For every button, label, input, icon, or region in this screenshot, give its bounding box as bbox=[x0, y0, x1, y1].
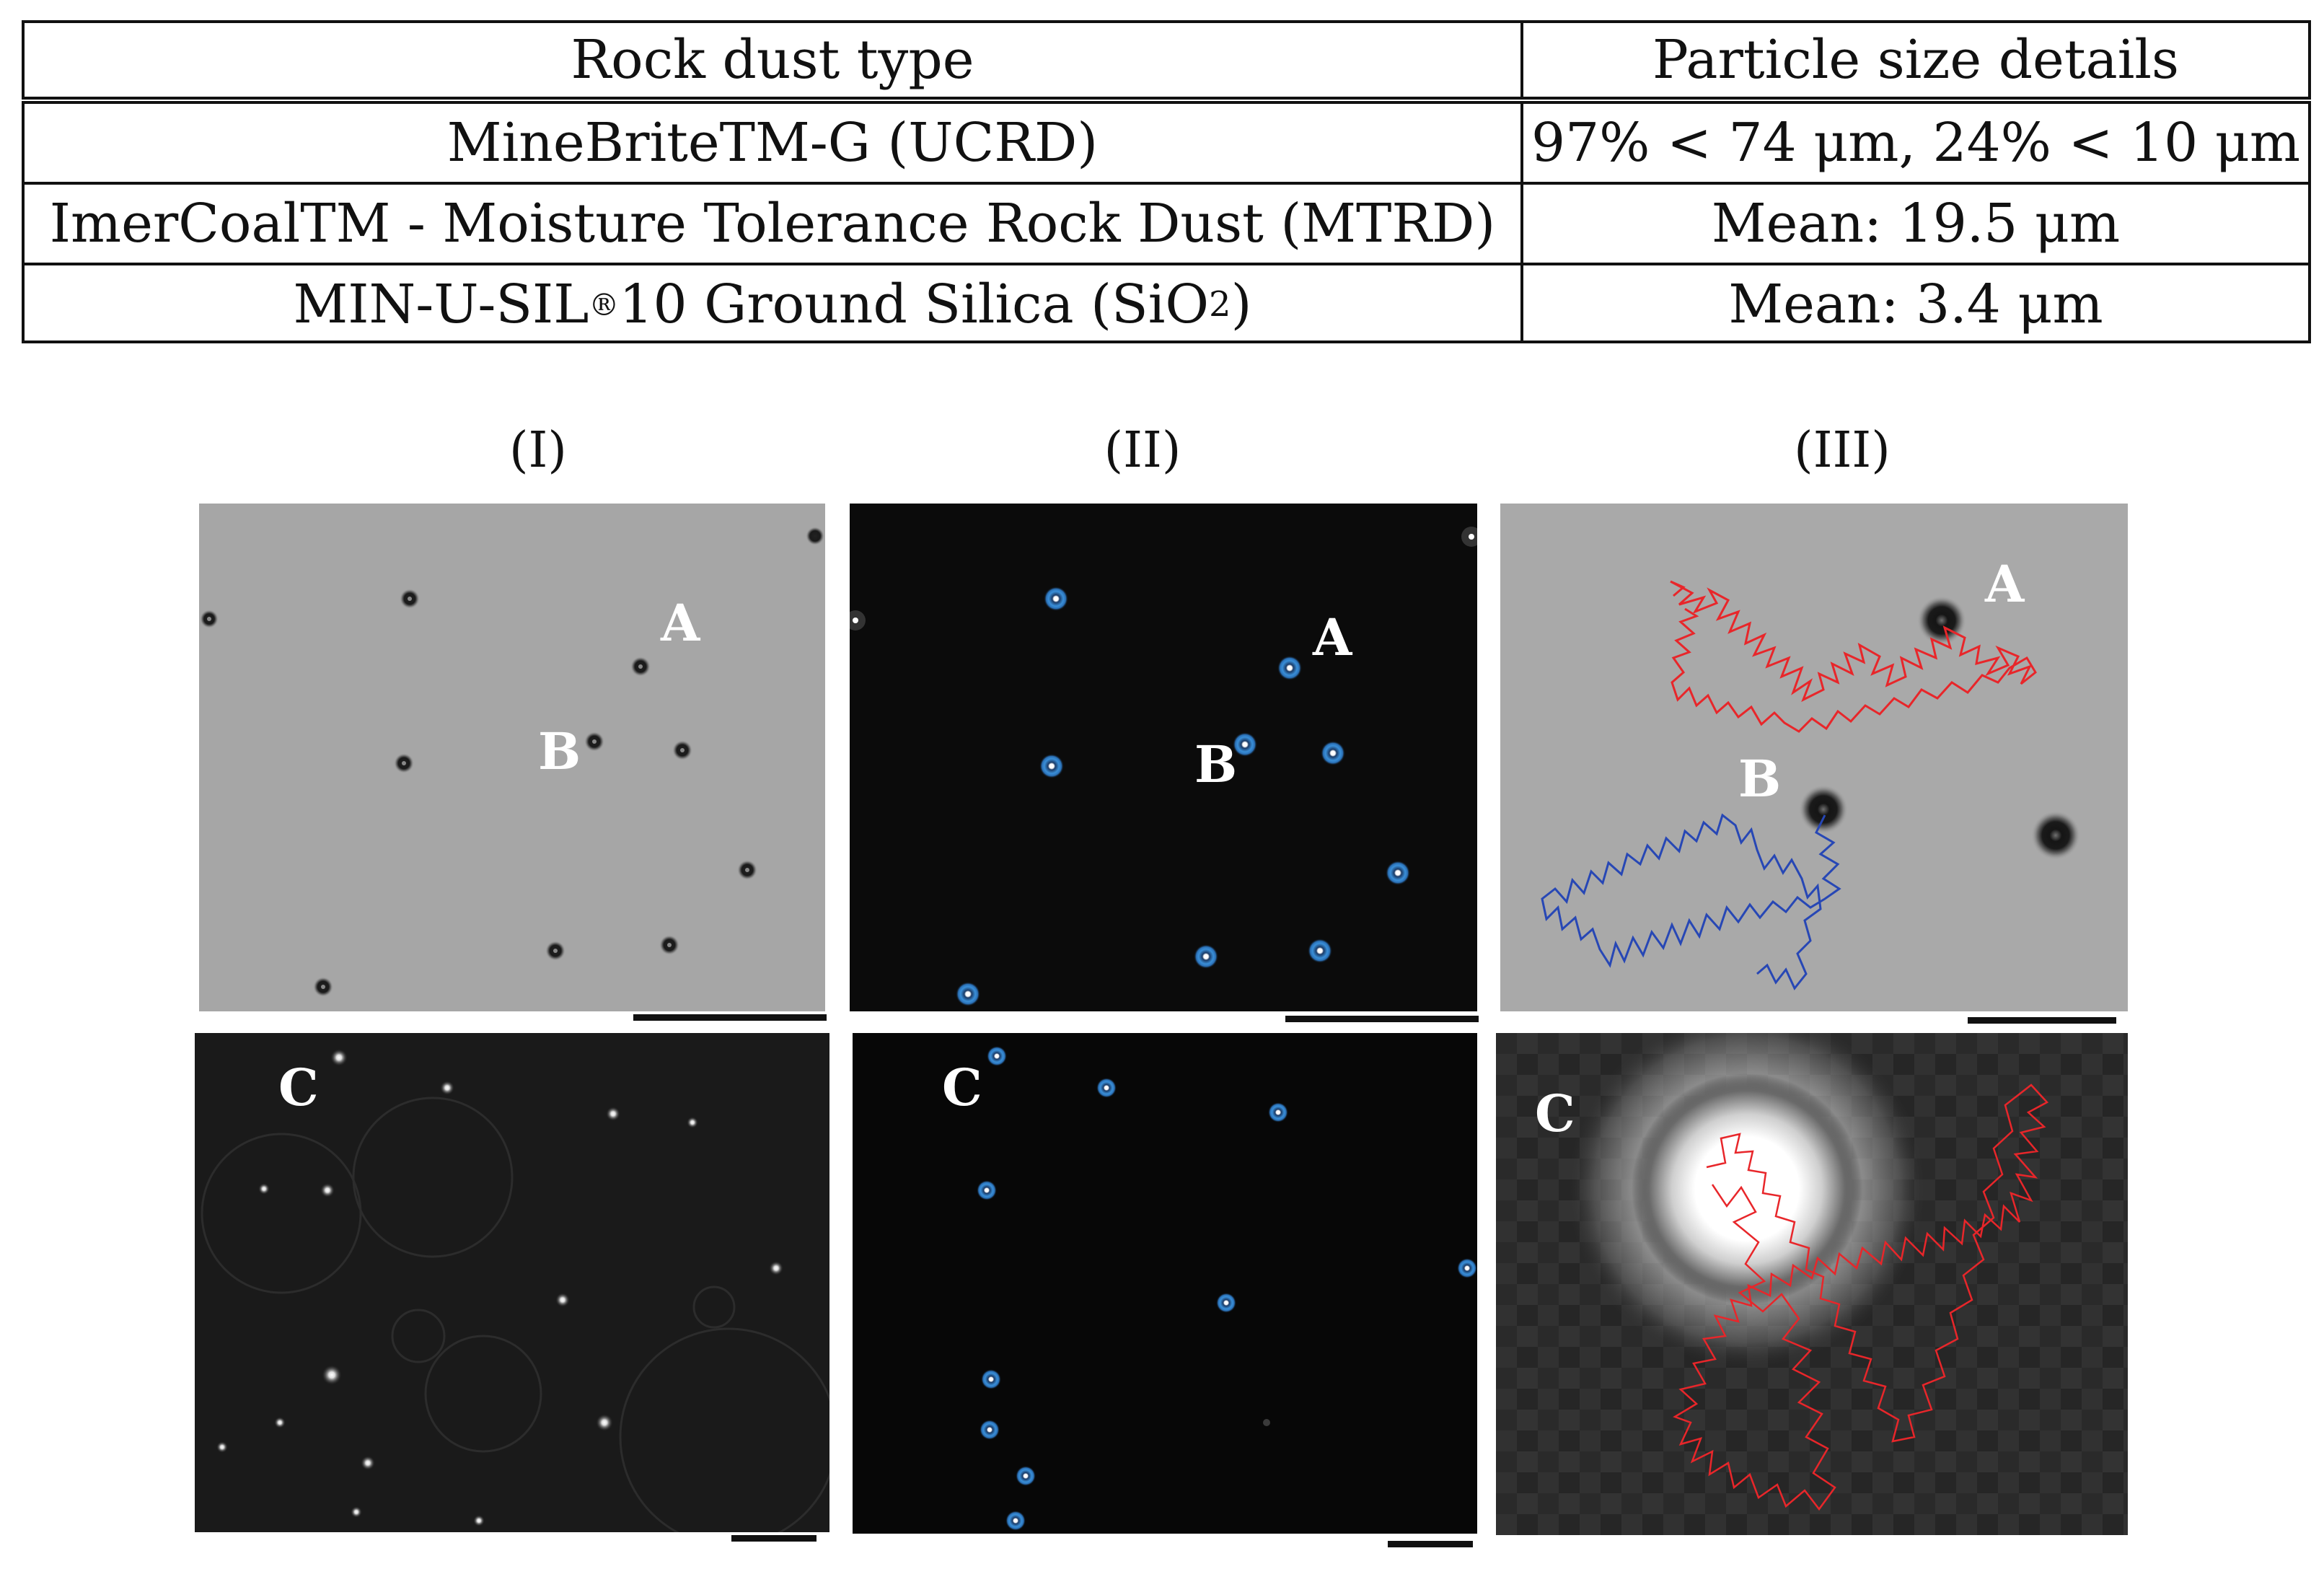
panel-fluorescence-particles: C bbox=[195, 1033, 829, 1532]
scale-bar bbox=[633, 1014, 827, 1021]
particle-size-cell: Mean: 3.4 μm bbox=[1728, 273, 2103, 335]
particle-label-b: B bbox=[1194, 734, 1237, 794]
particle-label-a: A bbox=[1312, 607, 1353, 667]
track-c bbox=[1673, 1084, 2049, 1511]
fluorescent-spots bbox=[216, 1049, 783, 1526]
particle-size-cell: Mean: 19.5 μm bbox=[1711, 193, 2121, 255]
table-body: MineBriteTM-G (UCRD) 97% < 74 μm, 24% < … bbox=[22, 101, 2311, 343]
fluorescence-detection-image: C bbox=[853, 1033, 1477, 1534]
detection-image: A B bbox=[850, 504, 1477, 1011]
silica-desc: 10 Ground Silica (SiO bbox=[619, 273, 1210, 335]
particle-label-c: C bbox=[278, 1058, 319, 1117]
panel-fluorescence-detection: C bbox=[853, 1033, 1477, 1534]
panel-zoomed-particle-track: C bbox=[1496, 1033, 2128, 1535]
silica-name: MIN-U-SIL bbox=[293, 273, 589, 335]
scale-bar bbox=[1285, 1016, 1479, 1022]
particle-label-a: A bbox=[1984, 554, 2025, 614]
fluorescence-image: C bbox=[195, 1033, 829, 1532]
column-label-i: (I) bbox=[509, 422, 567, 479]
particle-label-c: C bbox=[942, 1058, 982, 1117]
track-a bbox=[1670, 580, 2037, 733]
table-header-row: Rock dust type Particle size details bbox=[22, 20, 2311, 100]
panel-bright-field-particles: A B bbox=[199, 504, 825, 1011]
scale-bar bbox=[731, 1535, 817, 1542]
particle-size-cell: 97% < 74 μm, 24% < 10 μm bbox=[1531, 112, 2300, 174]
table-row: ImerCoalTM - Moisture Tolerance Rock Dus… bbox=[25, 185, 2308, 265]
track-b bbox=[1541, 813, 1841, 990]
panel-particle-tracks: A B bbox=[1500, 504, 2128, 1011]
rock-dust-type-cell: MineBriteTM-G (UCRD) bbox=[25, 104, 1523, 182]
header-rock-dust-type: Rock dust type bbox=[25, 23, 1523, 97]
rock-dust-type-cell: MIN-U-SIL ® 10 Ground Silica (SiO 2) bbox=[25, 265, 1523, 343]
header-particle-size: Particle size details bbox=[1652, 29, 2180, 91]
panel-detection-particles: A B bbox=[850, 504, 1477, 1011]
column-label-ii: (II) bbox=[1104, 422, 1181, 479]
rock-dust-type-cell: ImerCoalTM - Moisture Tolerance Rock Dus… bbox=[25, 185, 1523, 263]
detection-markers bbox=[977, 1046, 1477, 1531]
scale-bar bbox=[1968, 1017, 2116, 1024]
particle-label-b: B bbox=[538, 721, 581, 781]
scale-bar bbox=[1388, 1541, 1473, 1547]
detection-markers bbox=[850, 527, 1477, 1006]
particle-label-c: C bbox=[1535, 1084, 1575, 1143]
particle-label-b: B bbox=[1738, 749, 1781, 809]
registered-mark: ® bbox=[589, 286, 620, 322]
silica-close: ) bbox=[1231, 273, 1252, 335]
table-row: MineBriteTM-G (UCRD) 97% < 74 μm, 24% < … bbox=[25, 104, 2308, 185]
particle-dots bbox=[200, 527, 824, 997]
tracks-image: A B bbox=[1500, 504, 2128, 1011]
table-row: MIN-U-SIL ® 10 Ground Silica (SiO 2) Mean:… bbox=[25, 265, 2308, 343]
zoomed-track-image: C bbox=[1496, 1033, 2128, 1535]
diffraction-rings bbox=[201, 1096, 829, 1532]
particle-label-a: A bbox=[660, 593, 701, 653]
subscript-two: 2 bbox=[1209, 284, 1231, 325]
bright-field-image: A B bbox=[199, 504, 825, 1011]
column-label-iii: (III) bbox=[1794, 422, 1891, 479]
